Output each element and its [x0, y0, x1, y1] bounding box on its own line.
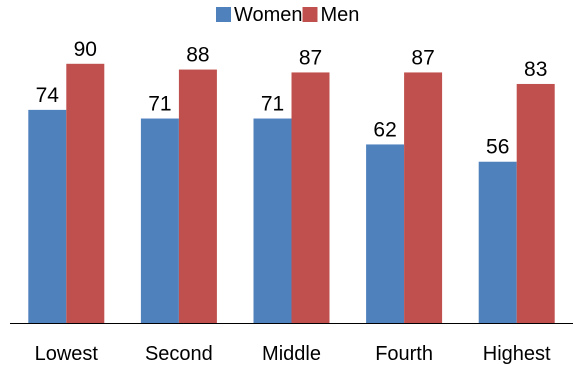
data-label-men-fourth: 87 [411, 46, 434, 69]
x-tick-label-second: Second [145, 343, 213, 365]
legend: Women Men [216, 4, 359, 26]
bar-women-fourth [366, 144, 405, 323]
bar-men-second [178, 69, 217, 323]
legend-label-women: Women [234, 4, 303, 26]
legend-swatch-women [216, 7, 231, 22]
x-tick-label-middle: Middle [262, 343, 321, 365]
bar-women-lowest [28, 109, 67, 323]
data-label-women-highest: 56 [486, 136, 509, 159]
x-tick-labels-group: Lowest Second Middle Fourth Highest [35, 343, 551, 365]
x-tick-label-lowest: Lowest [35, 343, 99, 365]
bar-women-highest [478, 161, 517, 323]
bar-men-fourth [404, 72, 443, 323]
bar-men-lowest [66, 63, 105, 324]
data-label-women-lowest: 74 [36, 84, 60, 107]
data-label-women-fourth: 62 [373, 118, 396, 141]
bar-women-middle [253, 118, 292, 324]
data-label-men-lowest: 90 [74, 38, 97, 61]
bar-men-highest [516, 83, 555, 324]
legend-label-men: Men [321, 4, 360, 26]
x-tick-label-fourth: Fourth [375, 343, 433, 365]
x-tick-label-highest: Highest [483, 343, 551, 365]
data-label-men-second: 88 [186, 44, 209, 67]
bar-men-middle [291, 72, 330, 323]
data-label-men-highest: 83 [524, 58, 547, 81]
bars-group [28, 63, 555, 324]
data-label-women-second: 71 [148, 93, 171, 116]
data-labels-group: 74 90 71 88 71 87 62 87 56 83 [36, 38, 548, 159]
data-label-women-middle: 71 [261, 93, 284, 116]
legend-swatch-men [302, 7, 318, 22]
data-label-men-middle: 87 [299, 46, 322, 69]
bar-women-second [140, 118, 179, 324]
